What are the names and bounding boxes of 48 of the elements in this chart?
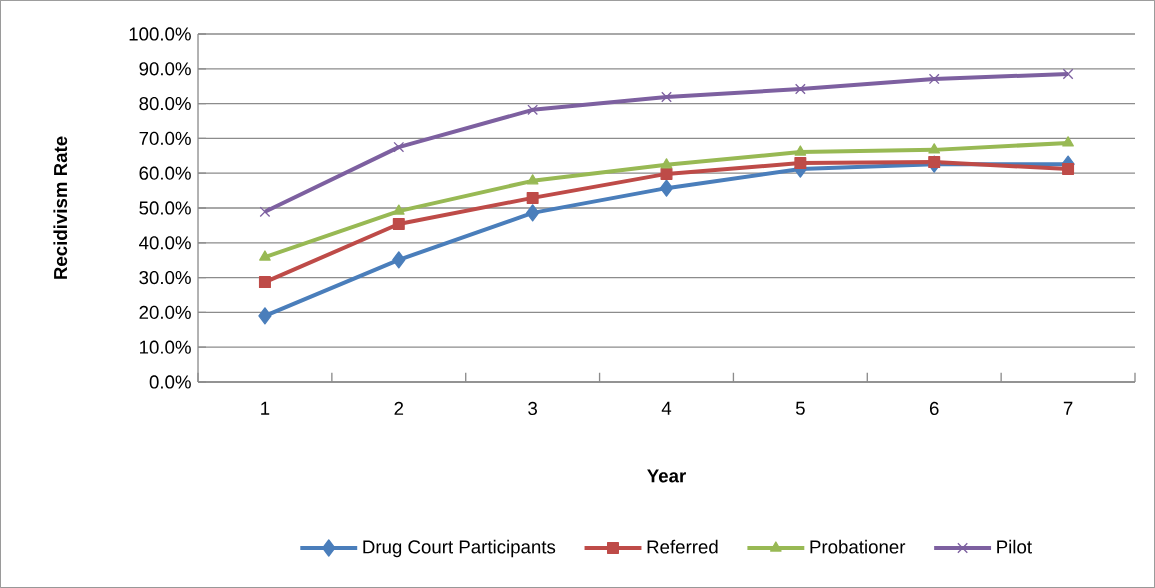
legend-label: Referred xyxy=(647,539,718,554)
x-tick-label: 1 xyxy=(261,401,270,415)
y-tick-label: 0.0% xyxy=(149,375,191,389)
point xyxy=(527,104,539,116)
x-tick-label: 7 xyxy=(1063,401,1073,415)
point xyxy=(526,191,539,204)
x-tick-label: 3 xyxy=(528,401,538,416)
point xyxy=(928,143,941,154)
point xyxy=(392,251,406,269)
point xyxy=(659,179,674,197)
y-tick-label: 10.0% xyxy=(140,340,191,354)
point xyxy=(526,174,539,185)
point xyxy=(794,157,807,170)
point xyxy=(928,156,941,169)
y-tick-label: 30.0% xyxy=(139,270,191,285)
y-tick-label: 70.0% xyxy=(139,131,191,146)
x-tick-label: 5 xyxy=(795,401,805,415)
y-tick-label: 60.0% xyxy=(139,166,191,180)
point xyxy=(392,218,405,230)
point xyxy=(259,206,271,218)
x-tick-label: 4 xyxy=(661,401,672,415)
y-tick-label: 100.0% xyxy=(129,27,191,41)
point xyxy=(1062,163,1075,176)
point xyxy=(660,158,673,169)
x-axis-title: Year xyxy=(647,469,686,483)
y-tick-label: 20.0% xyxy=(139,305,191,319)
y-tick-label: 40.0% xyxy=(139,236,191,250)
legend-label: Probationer xyxy=(810,539,906,554)
point xyxy=(794,145,807,156)
point xyxy=(1062,136,1074,147)
point xyxy=(525,204,540,222)
point xyxy=(661,91,672,103)
x-tick-label: 6 xyxy=(929,401,939,416)
y-tick-label: 90.0% xyxy=(139,62,191,76)
point xyxy=(660,167,673,180)
y-axis-title: Recidivism Rate xyxy=(53,136,68,279)
y-tick-label: 80.0% xyxy=(139,96,191,111)
point xyxy=(258,276,271,289)
point xyxy=(794,83,806,95)
point xyxy=(928,73,940,85)
x-tick-label: 2 xyxy=(394,401,404,415)
legend-label: Drug Court Participants xyxy=(363,539,556,558)
point xyxy=(259,250,271,261)
legend-label: Pilot xyxy=(997,539,1032,554)
point xyxy=(1062,68,1074,80)
y-tick-label: 50.0% xyxy=(139,201,191,215)
point xyxy=(393,141,405,153)
point xyxy=(258,307,272,325)
